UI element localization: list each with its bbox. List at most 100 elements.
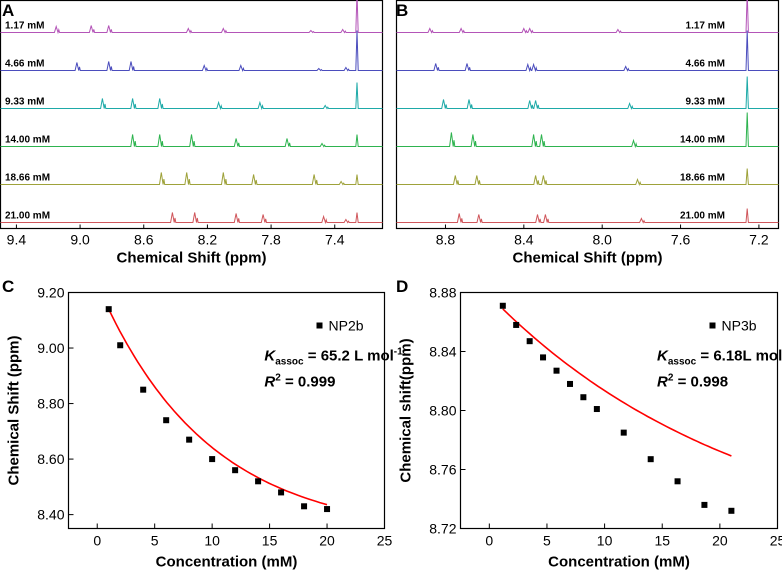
k-exponent: -1 [394, 347, 403, 358]
panel-label-d: D [396, 277, 408, 296]
k-subscript: assoc [275, 357, 304, 368]
y-tick-label: 8.84 [429, 344, 456, 360]
k-value: = 6.18L mol [696, 348, 782, 365]
spectrum-trace [396, 168, 779, 186]
concentration-label: 21.00 mM [5, 211, 50, 222]
y-tick-label: 8.72 [429, 521, 456, 537]
concentration-label: 21.00 mM [680, 211, 725, 222]
y-tick-label: 8.88 [429, 285, 456, 301]
k-subscript: assoc [668, 357, 697, 368]
y-axis-title: Chemical Shift (ppm) [6, 335, 23, 485]
spectrum-trace [0, 0, 383, 35]
legend-label: NP2b [329, 318, 364, 334]
x-tick-label: 9.0 [70, 232, 90, 248]
spectrum-trace [0, 212, 383, 225]
data-point [513, 321, 520, 328]
x-tick-label: 0 [485, 533, 493, 549]
data-point [278, 489, 285, 496]
data-point [232, 467, 239, 474]
data-point [567, 380, 574, 387]
x-tick-label: 15 [262, 533, 278, 549]
data-point [701, 501, 708, 508]
panel-label-a: A [2, 1, 14, 20]
data-point [117, 342, 124, 349]
spectrum-trace [0, 82, 383, 111]
y-tick-label: 8.80 [429, 403, 456, 419]
data-point [540, 354, 547, 361]
data-point [324, 506, 331, 513]
spectrum-trace [396, 112, 779, 149]
x-tick-label: 8.4 [514, 232, 534, 248]
spectrum-panel-b: 1.17 mM 4.66 mM 9.33 mM 14.00 mM 18.66 mM 21.… [395, 0, 780, 267]
data-point [553, 367, 560, 374]
spectrum-trace [396, 208, 779, 224]
plot-frame [67, 291, 386, 530]
r-value: = 0.998 [673, 374, 728, 391]
data-point [301, 503, 308, 510]
data-point [526, 338, 533, 345]
concentration-label: 18.66 mM [680, 173, 725, 184]
data-point [620, 429, 627, 436]
concentration-label: 1.17 mM [5, 21, 44, 32]
x-tick-label: 20 [712, 533, 728, 549]
x-tick-label: 7.6 [671, 232, 691, 248]
fit-curve [502, 308, 732, 457]
r-symbol: R [264, 374, 275, 391]
r-superscript: 2 [668, 373, 674, 384]
panel-label-b: B [396, 1, 408, 20]
concentration-label: 4.66 mM [5, 59, 44, 70]
concentration-label: 18.66 mM [5, 173, 50, 184]
data-point [163, 417, 170, 424]
x-tick-label: 8.2 [198, 232, 218, 248]
concentration-label: 14.00 mM [5, 135, 50, 146]
x-tick-label: 10 [597, 533, 613, 549]
data-point [593, 406, 600, 413]
spectrum-trace [0, 172, 383, 186]
legend-label: NP3b [722, 318, 757, 334]
y-tick-label: 8.76 [429, 462, 456, 478]
panel-label-c: C [2, 277, 14, 296]
r-symbol: R [657, 374, 668, 391]
concentration-label: 9.33 mM [5, 97, 44, 108]
y-tick-label: 8.80 [37, 396, 64, 412]
r2-annotation: R2 = 0.998 [657, 373, 728, 391]
legend-marker [709, 322, 716, 329]
x-tick-label: 8.6 [134, 232, 154, 248]
k-symbol: K [657, 348, 669, 365]
data-point [647, 456, 654, 463]
y-tick-label: 8.40 [37, 507, 64, 523]
y-tick-label: 9.00 [37, 340, 64, 356]
k-value: = 65.2 L mol [304, 348, 394, 365]
plot-frame [395, 0, 780, 230]
concentration-label: 9.33 mM [686, 97, 725, 108]
x-axis-title: Concentration (mM) [156, 554, 298, 571]
spectrum-trace [396, 30, 779, 73]
x-tick-label: 8.0 [592, 232, 612, 248]
data-point [580, 394, 587, 401]
y-axis-title: Chemical shift(ppm) [398, 338, 415, 482]
x-tick-label: 15 [654, 533, 670, 549]
data-point [728, 507, 735, 514]
x-tick-label: 20 [319, 533, 335, 549]
x-tick-label: 10 [204, 533, 220, 549]
kassoc-annotation: Kassoc = 65.2 L mol-1 [264, 347, 403, 368]
scatter-panel-c: 0 5 10 15 20 25 8.40 8.60 8.80 9.00 9.20 NP2b Kass… [6, 285, 404, 571]
spectrum-trace [396, 76, 779, 110]
r-superscript: 2 [275, 373, 281, 384]
spectrum-trace [396, 0, 779, 34]
x-tick-label: 5 [151, 533, 159, 549]
fit-curve [107, 308, 328, 506]
spectrum-trace [0, 134, 383, 148]
r2-annotation: R2 = 0.999 [264, 373, 335, 391]
plot-frame [0, 0, 384, 230]
x-tick-label: 8.8 [436, 232, 456, 248]
data-point [209, 456, 216, 463]
x-tick-label: 0 [93, 533, 101, 549]
x-tick-label: 25 [770, 533, 782, 549]
k-symbol: K [264, 348, 276, 365]
x-tick-label: 25 [377, 533, 393, 549]
data-point [186, 436, 193, 443]
y-tick-label: 8.60 [37, 451, 64, 467]
concentration-label: 14.00 mM [680, 135, 725, 146]
